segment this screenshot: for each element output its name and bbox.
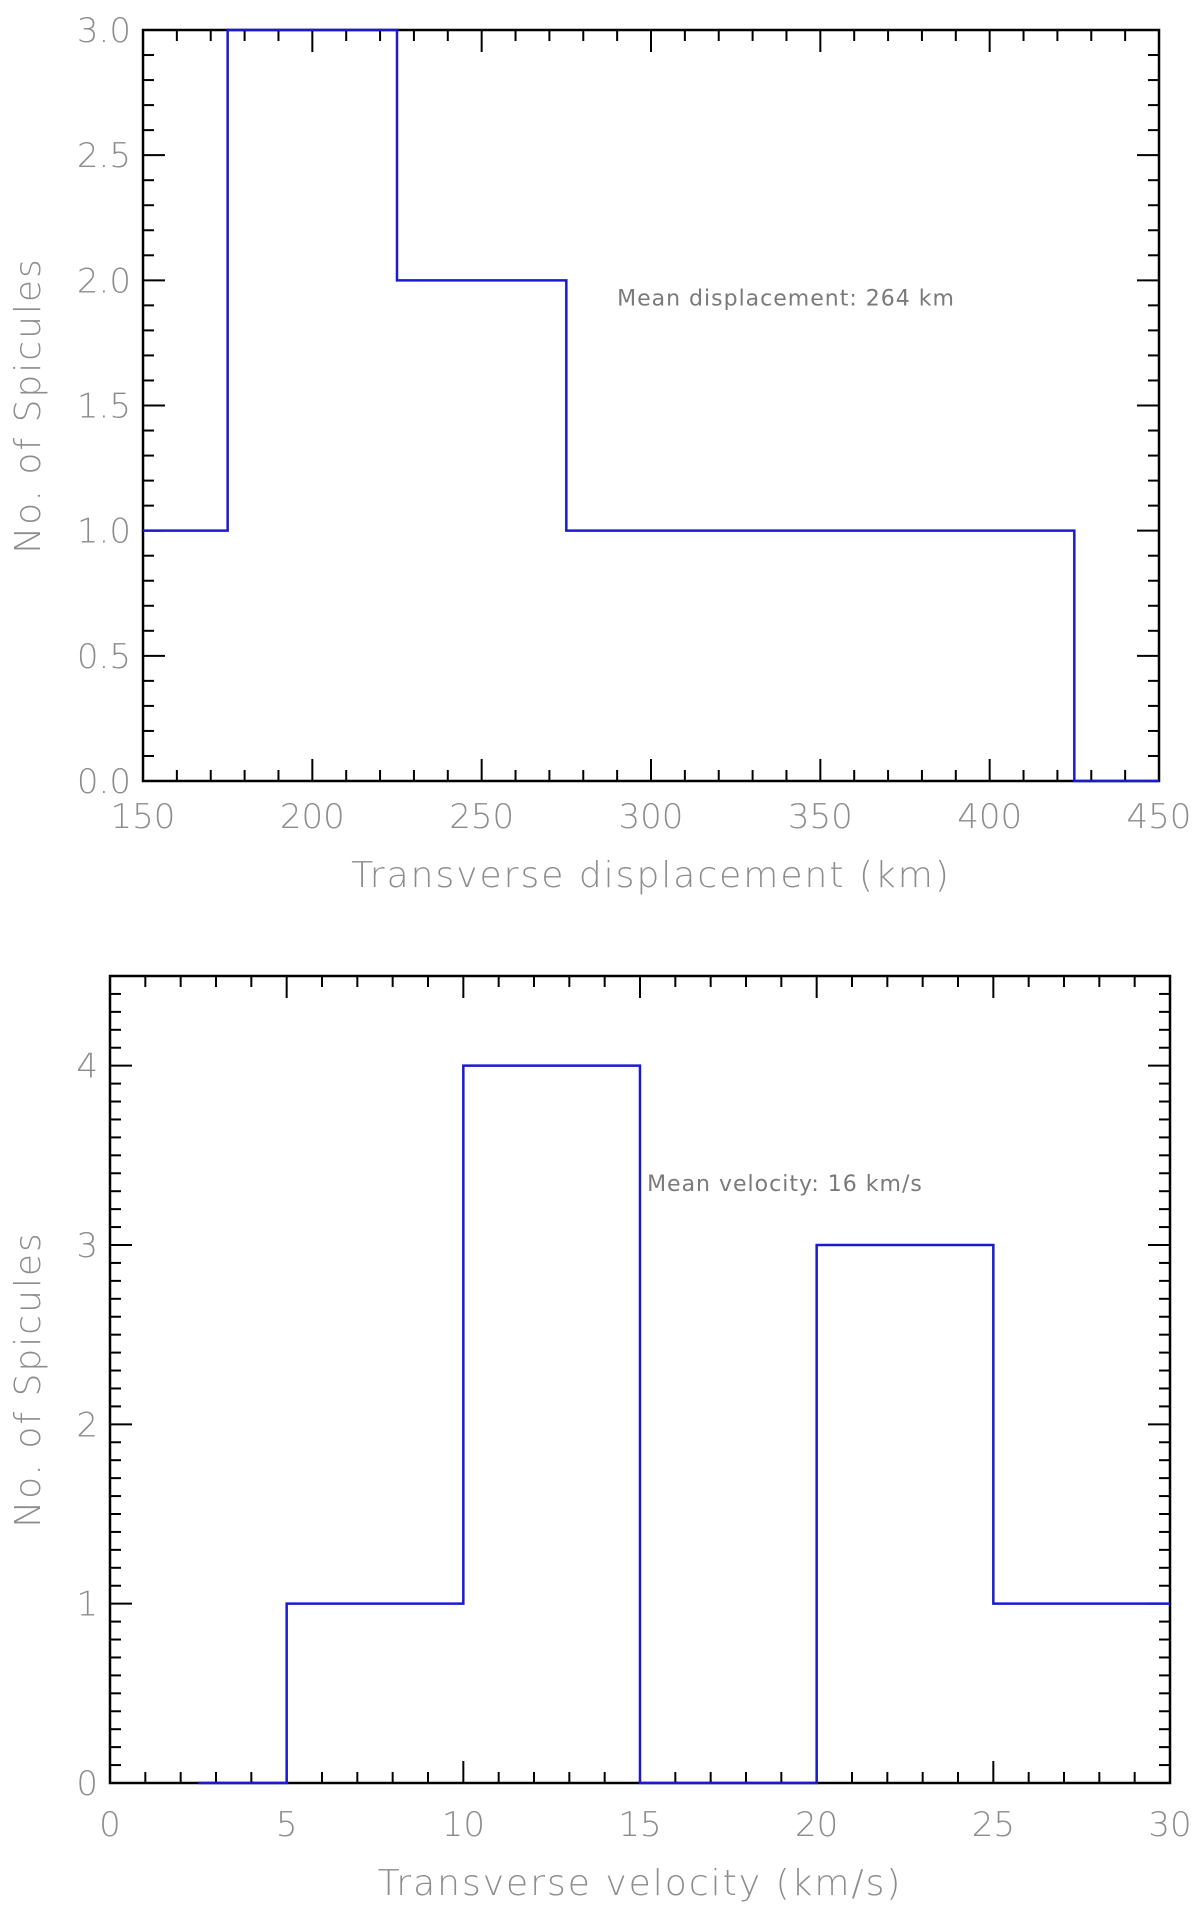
velocity-histogram: 0 5 10 15 20 25 30 0 1 2 3 4 Mean velocity: 16 km/s T… (8, 974, 1192, 1904)
x-tick-label: 30 (1148, 1805, 1191, 1845)
annotation-text: Mean displacement: 264 km (617, 286, 955, 311)
histogram-bar (287, 1604, 464, 1783)
y-axis-title: No. of Spicules (8, 257, 49, 554)
y-axis-title: No. of Spicules (8, 1231, 49, 1528)
histogram-bar (463, 1066, 640, 1783)
histogram-bar (397, 280, 566, 781)
annotation-text: Mean velocity: 16 km/s (647, 1172, 923, 1197)
x-tick-label: 450 (1127, 797, 1192, 837)
x-tick-label: 250 (449, 797, 514, 837)
histogram-bar (566, 531, 1074, 781)
y-tick-label: 2 (76, 1405, 98, 1445)
y-tick-label: 3 (76, 1226, 98, 1266)
y-tick-label: 2.0 (77, 261, 131, 301)
y-tick-label: 1.5 (77, 387, 131, 427)
x-tick-label: 0 (99, 1805, 121, 1845)
histogram-bar (817, 1245, 994, 1783)
x-tick-label: 350 (788, 797, 853, 837)
x-tick-label: 400 (957, 797, 1022, 837)
x-tick-label: 5 (276, 1805, 298, 1845)
histogram-bar (143, 531, 228, 781)
y-tick-label: 0 (76, 1764, 98, 1804)
x-tick-label: 10 (442, 1805, 485, 1845)
y-tick-label: 0.0 (77, 762, 131, 802)
x-tick-label: 200 (280, 797, 345, 837)
y-tick-label: 0.5 (77, 637, 131, 677)
histogram-outline (198, 1064, 1170, 1785)
y-tick-label: 2.5 (77, 136, 131, 176)
y-tick-label: 1.0 (77, 512, 131, 552)
y-tick-label: 3.0 (77, 11, 131, 51)
histogram-outline (143, 28, 1159, 783)
x-tick-label: 25 (972, 1805, 1015, 1845)
x-tick-label: 15 (618, 1805, 661, 1845)
x-tick-label: 300 (619, 797, 684, 837)
histogram-bar (228, 30, 397, 781)
displacement-histogram: 150 200 250 300 350 400 450 0.0 0.5 1.0 1.5 2.0 2.5 3… (8, 11, 1191, 896)
x-tick-label: 20 (795, 1805, 838, 1845)
x-axis-title: Transverse displacement (km) (351, 855, 951, 896)
y-tick-label: 4 (76, 1047, 98, 1087)
x-axis-title: Transverse velocity (km/s) (378, 1863, 903, 1904)
histogram-bar (993, 1604, 1170, 1783)
y-tick-label: 1 (76, 1585, 98, 1625)
x-tick-label: 150 (111, 797, 176, 837)
